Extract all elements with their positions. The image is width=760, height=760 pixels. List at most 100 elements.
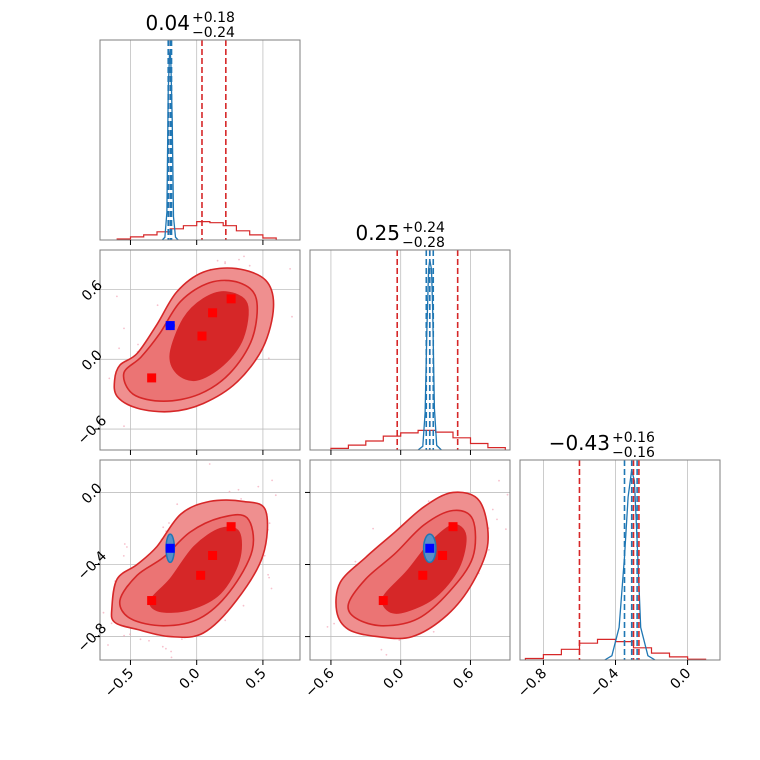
joint-0-2-blue-marker [165,543,175,553]
joint-1-2-xtick-label-0: −0.6 [302,665,337,700]
joint-0-2-sample-dot [263,554,266,557]
joint-0-2-sample-dot [139,638,142,641]
joint-1-2-sample-dot [398,639,401,641]
hist-2-title-plus: +0.24 [402,220,445,236]
joint-0-2-red-marker-3 [226,522,236,532]
joint-1-2-sample-dot [354,560,357,563]
joint-0-2-sample-dot [148,639,150,642]
joint-1-2-red-marker-3 [448,522,458,532]
joint-1-2-sample-dot [496,518,498,521]
joint-0-1-sample-dot [224,261,227,263]
hist-1-title-value: 0.04 [145,11,190,35]
hist-2-frame [309,249,511,451]
joint-0-1-sample-dot [243,255,245,258]
joint-0-2-sample-dot [168,522,170,524]
hist-3-title: −0.43 +0.16−0.16 [549,430,655,461]
joint-0-2-frame [99,459,301,661]
hist-1-frame [99,39,301,241]
joint-0-1-red-marker-3 [226,294,236,304]
joint-1-2-sample-dot [488,549,490,551]
joint-0-2-xtick-label-1: 0.0 [176,666,203,693]
joint-0-1-red-marker-1 [197,331,207,341]
hist-1-title-plus: +0.18 [192,10,235,26]
joint-0-1-sample-dot [116,295,118,298]
hist-3-xtick-label-0: −0.8 [515,666,550,701]
joint-0-1-sample-dot [108,377,111,380]
joint-0-2-sample-dot [162,526,165,529]
joint-0-2-sample-dot [237,488,240,491]
joint-0-1-contour-inner [169,291,249,382]
hist-3-title-minus: −0.16 [612,445,655,461]
joint-0-2-sample-dot [228,490,231,493]
joint-0-1-sample-dot [123,327,125,330]
joint-0-2-sample-dot [224,619,227,622]
joint-0-2-contour-inner [149,526,243,613]
joint-0-2-sample-dot [165,647,167,650]
joint-1-2-xtick-label-1: 0.0 [380,666,407,693]
joint-0-1-frame [99,249,301,451]
joint-0-1-sample-dot [123,425,125,428]
joint-0-2-sample-dot [123,543,126,545]
joint-0-2-sample-dot [176,503,179,506]
joint-1-2-sample-dot [505,528,507,530]
hist-3-xtick-label-1: −0.4 [587,665,622,700]
hist-2-title-minus: −0.28 [402,235,445,251]
joint-0-2-sample-dot [268,576,270,579]
joint-0-2-sample-dot [129,633,131,636]
joint-0-2-red-marker-0 [147,596,157,606]
hist-2-broad-step [330,429,506,450]
joint-0-2-sample-dot [271,479,273,482]
joint-1-2-blue-marker [425,543,435,553]
joint-0-2-sample-dot [274,494,277,497]
hist-1-bg [100,40,300,240]
joint-0-2-sample-dot [110,622,113,625]
joint-1-2-red-marker-1 [418,570,428,580]
joint-0-1-sample-dot [248,264,251,267]
joint-0-2-sample-dot [268,522,271,525]
joint-1-2-sample-dot [385,653,388,656]
joint-0-2-xtick-label-2: 0.5 [243,666,270,693]
joint-1-2-sample-dot [326,626,329,628]
joint-0-2-sample-dot [123,634,125,637]
joint-0-1-sample-dot [156,304,159,307]
joint-0-2-sample-dot [170,656,173,659]
joint-0-2-sample-dot [161,645,164,648]
joint-1-2-sample-dot [506,493,509,496]
hist-3-bg [520,460,720,660]
joint-0-1-red-marker-2 [208,308,218,318]
hist-1-title-minus: −0.24 [192,25,235,41]
joint-0-1-sample-dot [216,259,219,262]
joint-1-2-frame [309,459,511,661]
joint-1-2-sample-dot [498,479,500,482]
joint-1-2-sample-dot [427,500,430,503]
joint-1-2-sample-dot [380,648,383,651]
hist-3-title-value: −0.43 [549,431,610,455]
joint-0-2-sample-dot [257,485,260,488]
joint-0-2-xtick-label-0: −0.5 [102,666,137,701]
joint-1-2-red-marker-2 [438,550,448,560]
joint-1-2-sample-dot [372,527,374,530]
joint-1-2-sample-dot [333,622,335,625]
joint-1-2-sample-dot [491,508,494,511]
joint-0-2-sample-dot [126,546,128,548]
joint-0-2-red-marker-2 [208,550,218,560]
joint-1-2-red-marker-0 [378,596,388,606]
hist-3-title-plus: +0.16 [612,430,655,446]
joint-1-2-xtick-label-2: 0.6 [450,665,477,692]
joint-1-2-contour-inner [381,524,467,614]
joint-0-2-sample-dot [122,555,125,557]
hist-3-frame [519,459,721,661]
hist-2-title: 0.25 +0.24−0.28 [355,220,445,251]
hist-2-title-value: 0.25 [355,221,400,245]
joint-0-1-sample-dot [238,258,240,261]
joint-0-2-sample-dot [240,498,243,500]
joint-1-2-sample-dot [432,630,435,633]
joint-0-2-sample-dot [267,573,269,576]
joint-0-2-sample-dot [181,638,183,640]
joint-0-1-sample-dot [137,343,139,346]
joint-0-1-blue-marker [165,321,175,331]
joint-0-1-sample-dot [289,268,291,270]
joint-0-2-sample-dot [270,587,273,590]
hist-2-bg [310,250,510,450]
